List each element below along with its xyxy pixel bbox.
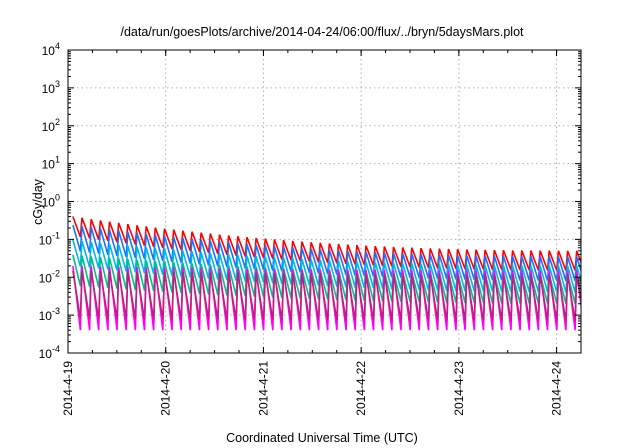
y-tick-labels: 10-4 10-3 10-2 10-1 100 101 102 103 104 xyxy=(39,41,60,361)
chart-title: /data/run/goesPlots/archive/2014-04-24/0… xyxy=(120,25,524,39)
y-tick-label: 10-3 xyxy=(39,306,60,323)
x-tick-label: 2014-4-21 xyxy=(256,361,270,416)
series-layer xyxy=(72,216,581,331)
y-tick-label: 104 xyxy=(42,41,60,58)
series-line-3 xyxy=(72,239,581,293)
series-line-6 xyxy=(72,270,581,322)
x-tick-label: 2014-4-22 xyxy=(354,361,368,416)
tick-layer xyxy=(67,49,582,354)
y-tick-label: 10-2 xyxy=(39,268,60,285)
y-tick-label: 103 xyxy=(42,79,60,96)
x-tick-label: 2014-4-20 xyxy=(159,361,173,416)
series-line-1 xyxy=(72,216,581,271)
x-tick-label: 2014-4-24 xyxy=(550,361,564,416)
x-tick-label: 2014-4-19 xyxy=(61,361,75,416)
y-tick-label: 100 xyxy=(42,193,60,210)
y-tick-label: 102 xyxy=(42,117,60,134)
y-tick-label: 101 xyxy=(42,155,60,172)
x-axis-label: Coordinated Universal Time (UTC) xyxy=(226,431,418,445)
x-tick-label: 2014-4-23 xyxy=(452,361,466,416)
series-line-2 xyxy=(72,224,581,282)
y-axis-label: cGy/day xyxy=(31,178,45,225)
x-tick-labels: 2014-4-19 2014-4-20 2014-4-21 2014-4-22 2014… xyxy=(61,361,564,416)
y-tick-label: 10-4 xyxy=(39,344,60,361)
y-tick-label: 10-1 xyxy=(39,230,60,247)
